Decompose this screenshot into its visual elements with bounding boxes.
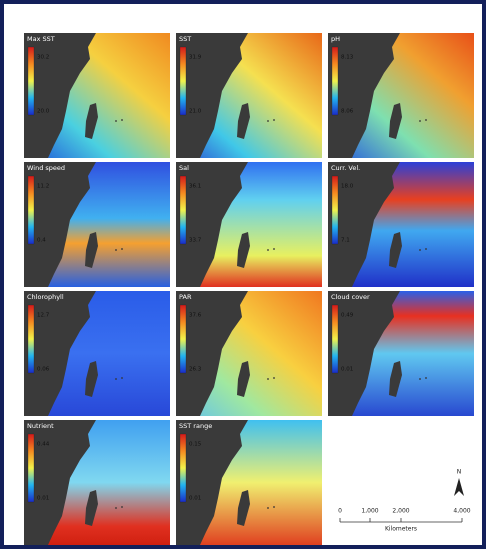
island: [121, 119, 123, 121]
legend-bar: [332, 305, 338, 373]
legend-min: 8.06: [341, 109, 354, 115]
legend-bar: [28, 176, 34, 244]
map-panel: Cloud cover 0.49 0.01: [328, 291, 474, 416]
island: [273, 506, 275, 508]
legend-max: 18.0: [341, 184, 354, 190]
scale-label: 4,000: [453, 508, 470, 515]
panel-label: Max SST: [27, 35, 55, 43]
island: [273, 377, 275, 379]
legend-min: 0.4: [37, 238, 46, 244]
island: [267, 249, 269, 251]
island: [419, 378, 421, 380]
legend-max: 12.7: [37, 313, 50, 319]
island: [267, 120, 269, 122]
legend-min: 26.3: [189, 367, 202, 373]
island: [267, 507, 269, 509]
legend-max: 31.9: [189, 55, 202, 61]
legend-bar: [180, 176, 186, 244]
island: [419, 120, 421, 122]
map-panel: SST 31.9 21.0: [176, 33, 322, 158]
panel-label: pH: [331, 35, 340, 43]
legend-max: 37.6: [189, 313, 202, 319]
legend-min: 7.1: [341, 238, 350, 244]
legend-max: 36.1: [189, 184, 201, 190]
legend-min: 33.7: [189, 238, 202, 244]
panel-label: PAR: [179, 293, 192, 301]
scale-label: 2,000: [392, 508, 409, 515]
map-panel: Wind speed 11.2 0.4: [24, 162, 170, 287]
island: [115, 249, 117, 251]
island: [425, 248, 427, 250]
scale-unit: Kilometers: [385, 526, 417, 533]
island: [121, 248, 123, 250]
panel-label: Cloud cover: [331, 293, 370, 301]
panel-label: Nutrient: [27, 422, 54, 430]
legend-min: 0.06: [37, 367, 50, 373]
map-panel: Sal 36.1 33.7: [176, 162, 322, 287]
panel-label: SST range: [179, 422, 212, 430]
island: [273, 119, 275, 121]
map-panel: Chlorophyll 12.7 0.06: [24, 291, 170, 416]
map-panel: Nutrient 0.44 0.01: [24, 420, 170, 545]
panel-label: Wind speed: [27, 164, 65, 172]
panel-label: SST: [179, 35, 191, 43]
map-panel: SST range 0.15 0.01: [176, 420, 322, 545]
figure-frame: Max SST 30.2 20.0 SST 31.9 21.0 pH 8.13 8.06 Wind…: [0, 0, 486, 549]
scale-bar: 0 1,000 2,000 4,000 Kilometers N: [338, 469, 471, 533]
legend-bar: [28, 305, 34, 373]
island: [425, 377, 427, 379]
legend-bar: [180, 305, 186, 373]
panel-label: Chlorophyll: [27, 293, 64, 301]
legend-min: 0.01: [341, 367, 353, 373]
legend-max: 8.13: [341, 55, 354, 61]
north-arrow: [454, 478, 464, 496]
legend-min: 21.0: [189, 109, 202, 115]
legend-min: 20.0: [37, 109, 50, 115]
legend-min: 0.01: [37, 496, 49, 502]
legend-max: 11.2: [37, 184, 49, 190]
legend-max: 0.44: [37, 442, 50, 448]
island: [425, 119, 427, 121]
legend-bar: [28, 434, 34, 502]
island: [267, 378, 269, 380]
map-panel: pH 8.13 8.06: [328, 33, 474, 158]
island: [121, 377, 123, 379]
legend-bar: [28, 47, 34, 115]
legend-bar: [180, 47, 186, 115]
island: [419, 249, 421, 251]
legend-max: 0.49: [341, 313, 354, 319]
panel-label: Sal: [179, 164, 189, 172]
scale-label: 1,000: [361, 508, 378, 515]
map-panel: Max SST 30.2 20.0: [24, 33, 170, 158]
figure: Max SST 30.2 20.0 SST 31.9 21.0 pH 8.13 8.06 Wind…: [4, 4, 482, 545]
legend-max: 0.15: [189, 442, 202, 448]
island: [115, 507, 117, 509]
legend-bar: [332, 176, 338, 244]
legend-bar: [332, 47, 338, 115]
island: [273, 248, 275, 250]
island: [115, 120, 117, 122]
island: [121, 506, 123, 508]
legend-min: 0.01: [189, 496, 201, 502]
map-panel: PAR 37.6 26.3: [176, 291, 322, 416]
panel-label: Curr. Vel.: [331, 164, 360, 172]
scale-label: 0: [338, 508, 342, 515]
island: [115, 378, 117, 380]
map-panel: Curr. Vel. 18.0 7.1: [328, 162, 474, 287]
legend-max: 30.2: [37, 55, 49, 61]
north-label: N: [457, 469, 462, 476]
legend-bar: [180, 434, 186, 502]
